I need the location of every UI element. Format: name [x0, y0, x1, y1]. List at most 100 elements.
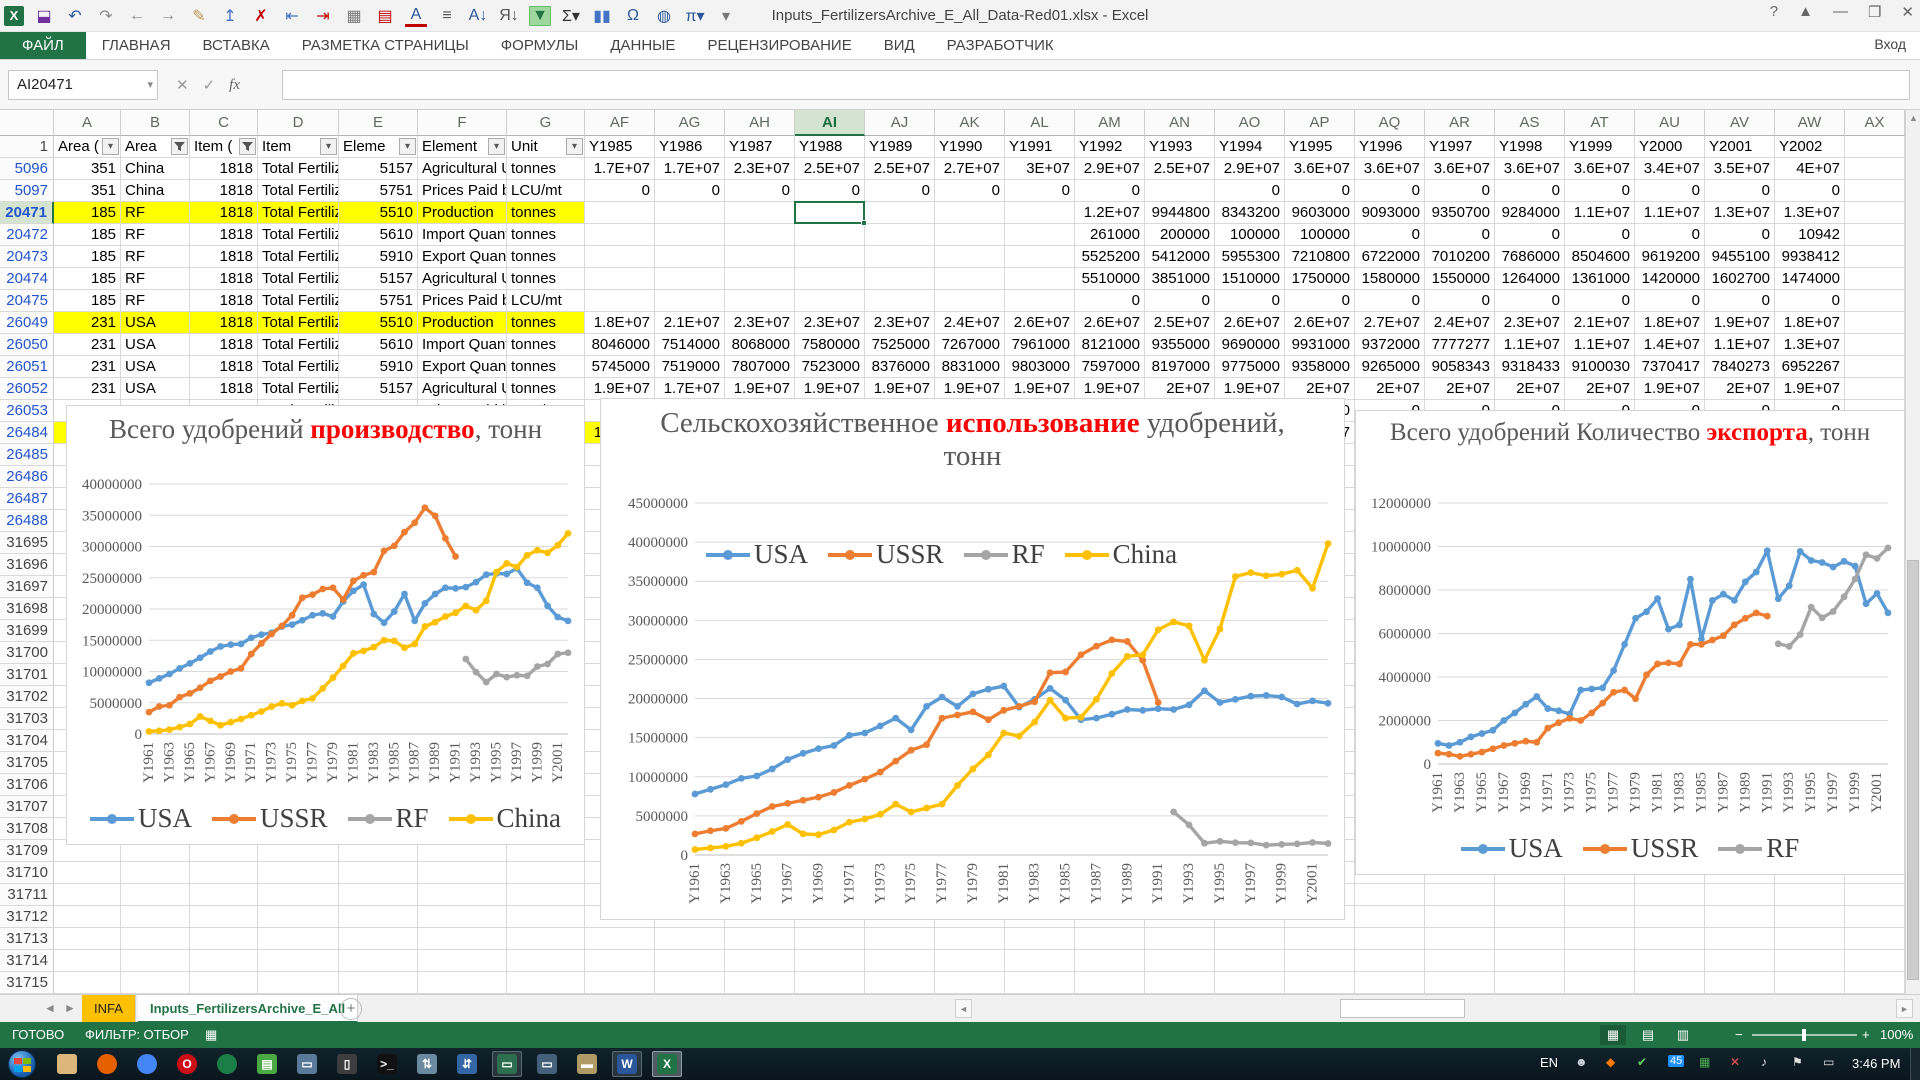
cell[interactable]: 0	[1565, 224, 1635, 246]
cell[interactable]	[1425, 950, 1495, 972]
cell[interactable]	[507, 884, 585, 906]
cell[interactable]: 1.7E+07	[655, 158, 725, 180]
cell[interactable]	[54, 862, 121, 884]
pi-icon[interactable]: π▾	[685, 8, 705, 25]
column-header-AS[interactable]: AS	[1495, 110, 1565, 136]
cell[interactable]: Total Fertiliz	[258, 158, 339, 180]
zoom-slider[interactable]	[1752, 1029, 1857, 1041]
app45-icon[interactable]: 45	[1668, 1055, 1685, 1067]
row-header-31697[interactable]: 31697	[0, 576, 54, 598]
cell[interactable]: 9931000	[1285, 334, 1355, 356]
row-header-31708[interactable]: 31708	[0, 818, 54, 840]
sheet-nav-left-icon[interactable]: ◄	[44, 1001, 56, 1015]
column-header-D[interactable]: D	[258, 110, 339, 136]
cell[interactable]	[1565, 972, 1635, 994]
column-header-B[interactable]: B	[121, 110, 190, 136]
select-all-corner[interactable]	[0, 110, 54, 136]
cell[interactable]	[1495, 972, 1565, 994]
cell[interactable]: 0	[1215, 180, 1285, 202]
cell[interactable]: 1.9E+07	[1705, 312, 1775, 334]
cell[interactable]: 9803000	[1005, 356, 1075, 378]
year-header-cell[interactable]: Y1999	[1565, 136, 1635, 158]
cell[interactable]: 1.3E+07	[1775, 334, 1845, 356]
cell[interactable]: 5910	[339, 356, 418, 378]
year-header-cell[interactable]	[1845, 136, 1905, 158]
minimize-button[interactable]: —	[1832, 3, 1848, 20]
year-header-cell[interactable]: Y2000	[1635, 136, 1705, 158]
column-header-AT[interactable]: AT	[1565, 110, 1635, 136]
undo-icon[interactable]: ↶	[68, 8, 82, 25]
speaker-icon[interactable]: ♪	[1761, 1055, 1767, 1069]
year-header-cell[interactable]: Y1997	[1425, 136, 1495, 158]
view-normal-icon[interactable]: ▦	[1600, 1025, 1626, 1045]
cell[interactable]	[1635, 950, 1705, 972]
table-icon[interactable]: ▦	[346, 8, 362, 25]
row-header-20474[interactable]: 20474	[0, 268, 54, 290]
cell[interactable]	[339, 950, 418, 972]
cell[interactable]: 1.1E+07	[1705, 334, 1775, 356]
cell[interactable]: 2.5E+07	[795, 158, 865, 180]
cell[interactable]	[1565, 950, 1635, 972]
cell[interactable]	[1705, 950, 1775, 972]
cell[interactable]: 2E+07	[1495, 378, 1565, 400]
cell[interactable]	[121, 840, 190, 862]
cell[interactable]: 1818	[190, 356, 258, 378]
cell[interactable]: 1818	[190, 378, 258, 400]
row-header-31700[interactable]: 31700	[0, 642, 54, 664]
cell[interactable]	[865, 268, 935, 290]
cell[interactable]	[190, 862, 258, 884]
cell[interactable]: 8068000	[725, 334, 795, 356]
horizontal-scrollbar[interactable]: ◄ ►	[955, 999, 1913, 1018]
cell[interactable]	[339, 862, 418, 884]
cell[interactable]: 3.4E+07	[1635, 158, 1705, 180]
show-desktop-button[interactable]	[1910, 1048, 1920, 1080]
sort-za-icon[interactable]: Я↓	[499, 7, 519, 24]
cell[interactable]	[121, 884, 190, 906]
opera-icon[interactable]: O	[172, 1051, 202, 1077]
name-box[interactable]: AI20471 ▾	[8, 70, 158, 100]
cancel-formula-icon[interactable]: ✕	[176, 77, 189, 94]
cell[interactable]: 100000	[1285, 224, 1355, 246]
cell[interactable]	[865, 246, 935, 268]
cell[interactable]: 1818	[190, 312, 258, 334]
row-header-31698[interactable]: 31698	[0, 598, 54, 620]
filter-dropdown-icon[interactable]: ▾	[320, 138, 337, 155]
cell[interactable]: Total Fertiliz	[258, 356, 339, 378]
cell[interactable]: 0	[1285, 290, 1355, 312]
cell[interactable]	[795, 268, 865, 290]
cell[interactable]: 1750000	[1285, 268, 1355, 290]
cell[interactable]	[935, 224, 1005, 246]
ribbon-options-button[interactable]: ▲	[1798, 3, 1813, 20]
cell[interactable]	[1145, 950, 1215, 972]
cell[interactable]: 1818	[190, 158, 258, 180]
cell[interactable]	[1845, 334, 1905, 356]
namebox-dropdown-icon[interactable]: ▾	[147, 79, 153, 91]
cell[interactable]	[507, 862, 585, 884]
omega-icon[interactable]: Ω	[627, 7, 639, 24]
cell[interactable]: 0	[1565, 180, 1635, 202]
column-header-AP[interactable]: AP	[1285, 110, 1355, 136]
row-header-26050[interactable]: 26050	[0, 334, 54, 356]
cell[interactable]: 5751	[339, 290, 418, 312]
cell[interactable]: 185	[54, 224, 121, 246]
flag-icon[interactable]: ⚑	[1792, 1055, 1803, 1069]
cell[interactable]: 5610	[339, 224, 418, 246]
cell[interactable]: RF	[121, 268, 190, 290]
autosum-icon[interactable]: Σ▾	[562, 8, 580, 25]
vpn-lock-icon[interactable]: ⇵	[452, 1051, 482, 1077]
cell[interactable]: 6722000	[1355, 246, 1425, 268]
column-header-A[interactable]: A	[54, 110, 121, 136]
cell[interactable]: 0	[1775, 290, 1845, 312]
format-painter-icon[interactable]: ✎	[192, 8, 206, 25]
cell[interactable]: 185	[54, 268, 121, 290]
cell[interactable]: tonnes	[507, 268, 585, 290]
cell[interactable]: Total Fertiliz	[258, 312, 339, 334]
excel-icon[interactable]: X	[652, 1051, 682, 1077]
cell[interactable]: 2.3E+07	[1495, 312, 1565, 334]
zoom-out-icon[interactable]: −	[1735, 1027, 1743, 1042]
cell[interactable]: 2.3E+07	[795, 312, 865, 334]
notes-icon[interactable]: ▤	[252, 1051, 282, 1077]
row-header-31714[interactable]: 31714	[0, 950, 54, 972]
cell[interactable]: 3.6E+07	[1495, 158, 1565, 180]
cell[interactable]	[1775, 906, 1845, 928]
